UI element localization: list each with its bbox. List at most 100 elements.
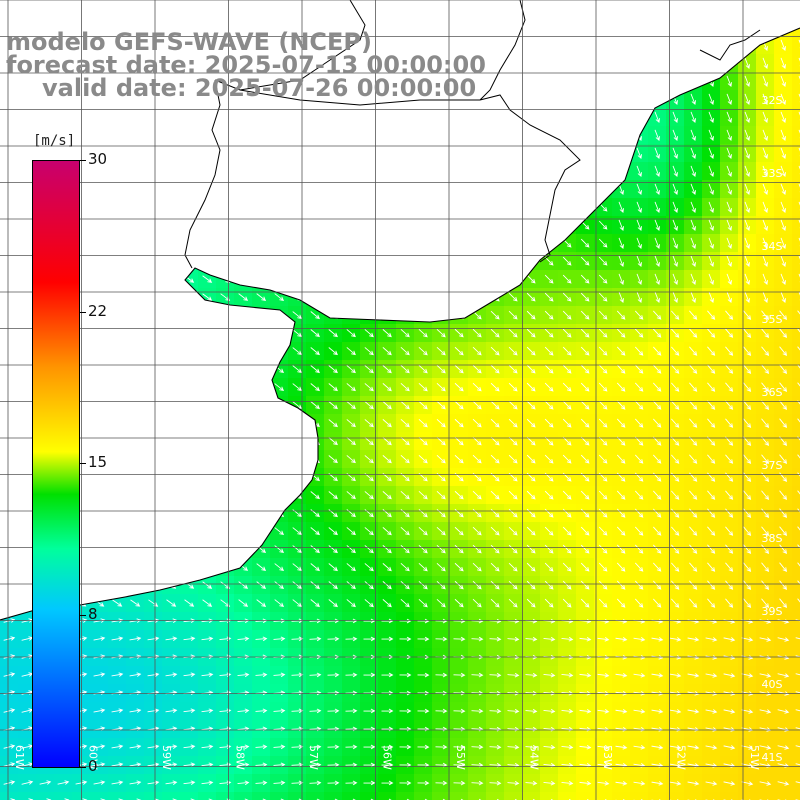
wind-arrow [652, 508, 662, 518]
wind-arrow [526, 346, 536, 356]
wind-speed-cell [0, 648, 19, 667]
wind-arrow [669, 781, 682, 786]
wind-arrow [797, 364, 800, 369]
wind-arrow [654, 273, 660, 286]
wind-arrow [723, 781, 736, 786]
wind-arrow [118, 798, 124, 800]
model-title: modelo GEFS-WAVE (NCEP) [6, 28, 372, 56]
wind-speed-cell [198, 648, 217, 667]
wind-arrow [544, 490, 554, 500]
wind-arrow [689, 382, 698, 392]
wind-arrow [382, 437, 392, 446]
wind-arrow [436, 436, 446, 446]
wind-arrow [687, 781, 700, 786]
wind-arrow [562, 328, 572, 338]
wind-arrow [112, 599, 123, 607]
wind-arrow [3, 708, 16, 713]
wind-arrow [634, 346, 644, 356]
wind-arrow [291, 744, 304, 750]
wind-speed-cell [792, 36, 800, 55]
wind-arrow [471, 708, 484, 714]
wind-arrow [707, 328, 716, 338]
wind-arrow [346, 437, 356, 446]
wind-arrow [382, 347, 392, 356]
wind-speed-cell [144, 720, 163, 739]
wind-arrow [346, 365, 356, 374]
wind-arrow [381, 780, 394, 786]
wind-speed-cell [792, 378, 800, 397]
wind-arrow [779, 418, 788, 429]
wind-arrow [237, 762, 250, 768]
wind-speed-cell [252, 756, 271, 775]
wind-arrow [147, 780, 160, 785]
wind-speed-cell [540, 720, 559, 739]
wind-speed-cell [414, 702, 433, 721]
wind-speed-cell [288, 738, 307, 757]
wind-arrow [598, 346, 608, 356]
wind-arrow [111, 636, 124, 641]
wind-speed-cell [162, 720, 181, 739]
longitude-label: 58W [234, 745, 247, 770]
wind-arrow [490, 436, 500, 446]
wind-arrow [346, 491, 356, 500]
wind-arrow [616, 508, 626, 518]
wind-arrow [616, 346, 626, 356]
wind-arrow [636, 147, 642, 160]
wind-arrow [616, 490, 626, 500]
wind-speed-cell [108, 756, 127, 775]
wind-speed-cell [450, 738, 469, 757]
wind-arrow [544, 598, 554, 608]
wind-speed-cell [504, 720, 523, 739]
wind-arrow [165, 636, 178, 641]
wind-arrow [690, 129, 696, 142]
wind-speed-cell [792, 666, 800, 685]
wind-arrow [634, 382, 644, 392]
wind-speed-cell [522, 666, 541, 685]
wind-speed-cell [342, 792, 361, 800]
wind-arrow [400, 527, 410, 536]
wind-speed-cell [792, 558, 800, 577]
wind-arrow [544, 274, 554, 284]
wind-arrow [726, 129, 732, 142]
wind-speed-cell [108, 792, 127, 800]
wind-speed-cell [792, 738, 800, 757]
wind-arrow [780, 39, 786, 52]
wind-arrow [544, 292, 554, 302]
wind-arrow [690, 93, 696, 106]
wind-speed-cell [198, 666, 217, 685]
wind-arrow [417, 636, 430, 642]
wind-arrow [652, 400, 662, 410]
wind-arrow [690, 237, 696, 250]
wind-arrow [671, 328, 680, 338]
wind-speed-cell [792, 756, 800, 775]
wind-arrow [580, 490, 590, 500]
wind-arrow [687, 637, 700, 642]
wind-arrow [743, 310, 752, 320]
wind-arrow [471, 744, 484, 750]
wind-arrow [454, 562, 464, 572]
wind-arrow [797, 454, 800, 459]
wind-speed-cell [558, 792, 577, 800]
wind-arrow [671, 544, 680, 554]
wind-arrow [417, 780, 430, 786]
wind-speed-cell [450, 756, 469, 775]
wind-arrow [708, 93, 714, 106]
wind-arrow [705, 673, 718, 678]
wind-arrow [652, 454, 662, 464]
wind-speed-cell [162, 792, 181, 800]
wind-speed-cell [288, 756, 307, 775]
wind-arrow [690, 165, 696, 178]
wind-speed-cell [486, 774, 505, 793]
wind-arrow [526, 454, 536, 464]
wind-arrow [633, 673, 646, 678]
wind-speed-cell [252, 666, 271, 685]
wind-arrow [633, 781, 646, 786]
wind-arrow [580, 598, 590, 608]
wind-arrow [743, 382, 752, 392]
wind-arrow [363, 690, 376, 696]
wind-arrow [382, 383, 392, 392]
wind-arrow [310, 527, 320, 536]
wind-arrow [616, 454, 626, 464]
wind-arrow [454, 346, 464, 356]
colorbar-units: [m/s] [33, 133, 76, 149]
